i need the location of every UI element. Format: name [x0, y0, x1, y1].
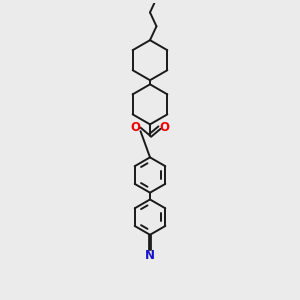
- Text: O: O: [131, 121, 141, 134]
- Text: N: N: [145, 249, 155, 262]
- Text: O: O: [159, 121, 169, 134]
